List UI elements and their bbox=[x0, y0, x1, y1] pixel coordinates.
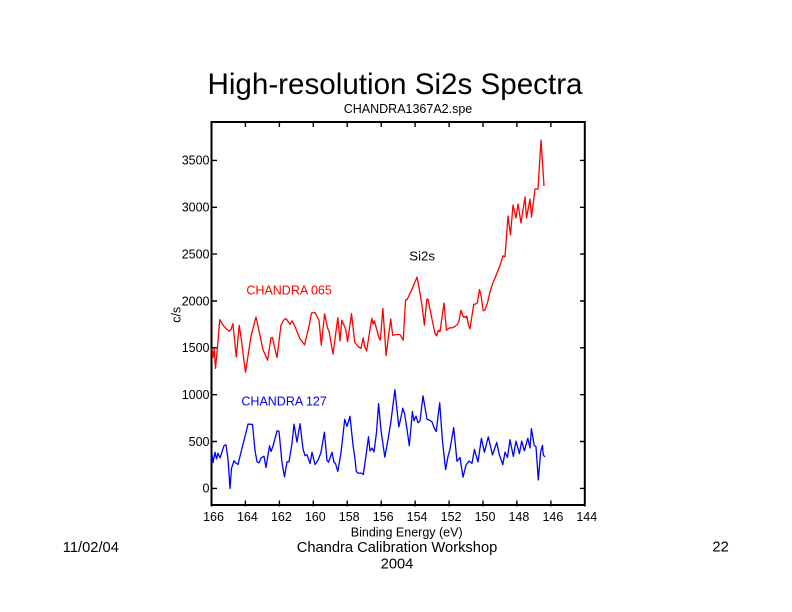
svg-text:Si2s: Si2s bbox=[409, 249, 435, 264]
svg-text:162: 162 bbox=[271, 510, 292, 524]
svg-text:2004: 2004 bbox=[381, 557, 414, 573]
svg-text:3000: 3000 bbox=[182, 201, 210, 215]
svg-text:CHANDRA1367A2.spe: CHANDRA1367A2.spe bbox=[344, 102, 473, 116]
svg-text:160: 160 bbox=[305, 510, 326, 524]
svg-text:148: 148 bbox=[508, 510, 529, 524]
svg-text:158: 158 bbox=[339, 510, 360, 524]
svg-text:0: 0 bbox=[203, 482, 210, 496]
svg-text:c/s: c/s bbox=[170, 307, 184, 323]
svg-text:154: 154 bbox=[407, 510, 428, 524]
svg-text:3500: 3500 bbox=[182, 154, 210, 168]
svg-text:Chandra Calibration Workshop: Chandra Calibration Workshop bbox=[297, 540, 498, 556]
svg-text:CHANDRA 127: CHANDRA 127 bbox=[241, 394, 326, 408]
svg-text:150: 150 bbox=[475, 510, 496, 524]
svg-text:152: 152 bbox=[441, 510, 462, 524]
svg-text:500: 500 bbox=[189, 435, 210, 449]
svg-text:1000: 1000 bbox=[182, 388, 210, 402]
svg-text:144: 144 bbox=[576, 510, 597, 524]
svg-text:High-resolution Si2s Spectra: High-resolution Si2s Spectra bbox=[207, 68, 583, 101]
svg-text:2000: 2000 bbox=[182, 294, 210, 308]
svg-text:166: 166 bbox=[203, 510, 224, 524]
svg-text:146: 146 bbox=[542, 510, 563, 524]
svg-text:11/02/04: 11/02/04 bbox=[63, 540, 119, 556]
svg-text:CHANDRA 065: CHANDRA 065 bbox=[246, 284, 331, 298]
svg-text:22: 22 bbox=[712, 540, 728, 556]
svg-text:156: 156 bbox=[373, 510, 394, 524]
svg-text:1500: 1500 bbox=[182, 341, 210, 355]
svg-text:164: 164 bbox=[237, 510, 258, 524]
svg-text:Binding Energy (eV): Binding Energy (eV) bbox=[351, 525, 463, 539]
svg-text:2500: 2500 bbox=[182, 247, 210, 261]
